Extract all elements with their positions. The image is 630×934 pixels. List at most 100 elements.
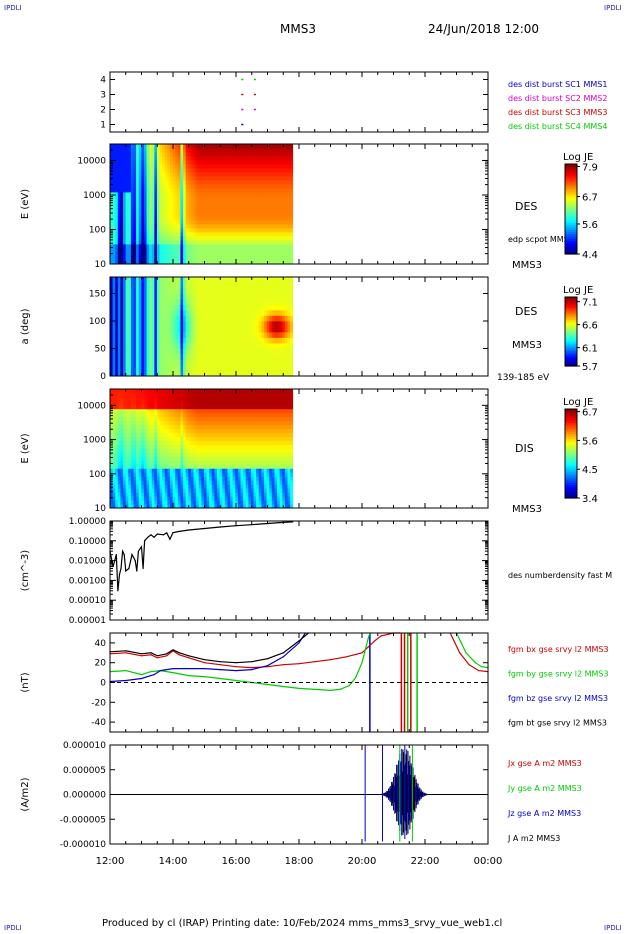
heatmap-cell [287, 240, 291, 245]
heatmap-cell [287, 277, 291, 283]
heatmap-cell [274, 337, 278, 344]
heatmap-cell [271, 282, 275, 289]
heatmap-cell [177, 188, 181, 193]
heatmap-cell [177, 321, 181, 327]
heatmap-cell [125, 492, 129, 497]
heatmap-cell [193, 168, 197, 173]
heatmap-cell [185, 293, 189, 300]
heatmap-cell [240, 228, 244, 233]
heatmap-cell [170, 343, 174, 349]
heatmap-cell [274, 188, 278, 193]
heatmap-cell [115, 224, 119, 229]
heatmap-cell [206, 416, 210, 422]
heatmap-cell [224, 310, 228, 316]
heatmap-cell [162, 392, 166, 398]
heatmap-cell [143, 224, 147, 229]
heatmap-cell [180, 216, 184, 221]
heatmap-cell [172, 156, 176, 161]
heatmap-cell [290, 220, 294, 225]
heatmap-cell [115, 354, 119, 360]
heatmap-cell [115, 184, 119, 189]
heatmap-cell [201, 144, 205, 149]
heatmap-cell [120, 456, 124, 461]
heatmap-cell [177, 389, 181, 394]
heatmap-cell [256, 192, 260, 197]
heatmap-cell [151, 480, 155, 485]
heatmap-cell [206, 244, 210, 249]
heatmap-cell [277, 252, 281, 257]
heatmap-cell [214, 224, 218, 229]
heatmap-cell [175, 448, 179, 453]
heatmap-cell [188, 392, 192, 398]
heatmap-cell [290, 293, 294, 300]
heatmap-cell [201, 216, 205, 221]
heatmap-cell [125, 452, 129, 457]
heatmap-cell [117, 452, 121, 457]
heatmap-cell [196, 256, 200, 261]
heatmap-cell [217, 365, 221, 371]
heatmap-cell [151, 180, 155, 185]
heatmap-cell [271, 176, 275, 181]
heatmap-cell [110, 484, 114, 489]
heatmap-cell [136, 299, 140, 305]
heatmap-cell [209, 256, 213, 261]
heatmap-cell [164, 188, 168, 193]
heatmap-cell [133, 248, 137, 253]
heatmap-cell [138, 321, 142, 327]
heatmap-cell [175, 232, 179, 237]
heatmap-cell [143, 304, 147, 311]
heatmap-cell [263, 370, 267, 377]
heatmap-cell [143, 164, 147, 169]
heatmap-cell [198, 389, 202, 394]
heatmap-cell [110, 337, 114, 344]
heatmap-cell [125, 424, 129, 430]
heatmap-cell [143, 293, 147, 300]
heatmap-cell [177, 370, 181, 377]
heatmap-cell [245, 196, 249, 201]
heatmap-cell [243, 370, 247, 377]
heatmap-cell [146, 216, 150, 221]
heatmap-cell [125, 396, 129, 402]
heatmap-cell [164, 310, 168, 316]
heatmap-cell [227, 304, 231, 311]
heatmap-cell [209, 299, 213, 305]
heatmap-cell [201, 476, 205, 481]
heatmap-cell [120, 168, 124, 173]
heatmap-cell [269, 184, 273, 189]
heatmap-cell [128, 404, 132, 410]
heatmap-cell [143, 389, 147, 394]
heatmap-cell [130, 484, 134, 489]
heatmap-cell [112, 212, 116, 217]
heatmap-cell [183, 184, 187, 189]
heatmap-cell [156, 304, 160, 311]
heatmap-cell [209, 244, 213, 249]
heatmap-cell [149, 164, 153, 169]
heatmap-cell [151, 392, 155, 398]
heatmap-cell [279, 332, 283, 338]
heatmap-cell [125, 440, 129, 445]
heatmap-cell [183, 216, 187, 221]
heatmap-cell [120, 196, 124, 201]
heatmap-cell [217, 460, 221, 465]
heatmap-cell [164, 412, 168, 418]
heatmap-cell [117, 188, 121, 193]
heatmap-cell [217, 321, 221, 327]
heatmap-cell [149, 144, 153, 149]
heatmap-cell [203, 428, 207, 434]
heatmap-cell [284, 188, 288, 193]
heatmap-cell [123, 412, 127, 418]
heatmap-cell [136, 416, 140, 422]
heatmap-cell [123, 144, 127, 149]
heatmap-cell [133, 428, 137, 434]
heatmap-cell [156, 277, 160, 283]
heatmap-cell [203, 389, 207, 394]
colorbar-cell [565, 360, 577, 364]
heatmap-cell [183, 332, 187, 338]
heatmap-cell [274, 248, 278, 253]
heatmap-cell [149, 152, 153, 157]
heatmap-cell [154, 180, 158, 185]
heatmap-cell [240, 332, 244, 338]
heatmap-cell [125, 310, 129, 316]
heatmap-cell [196, 321, 200, 327]
heatmap-cell [188, 220, 192, 225]
